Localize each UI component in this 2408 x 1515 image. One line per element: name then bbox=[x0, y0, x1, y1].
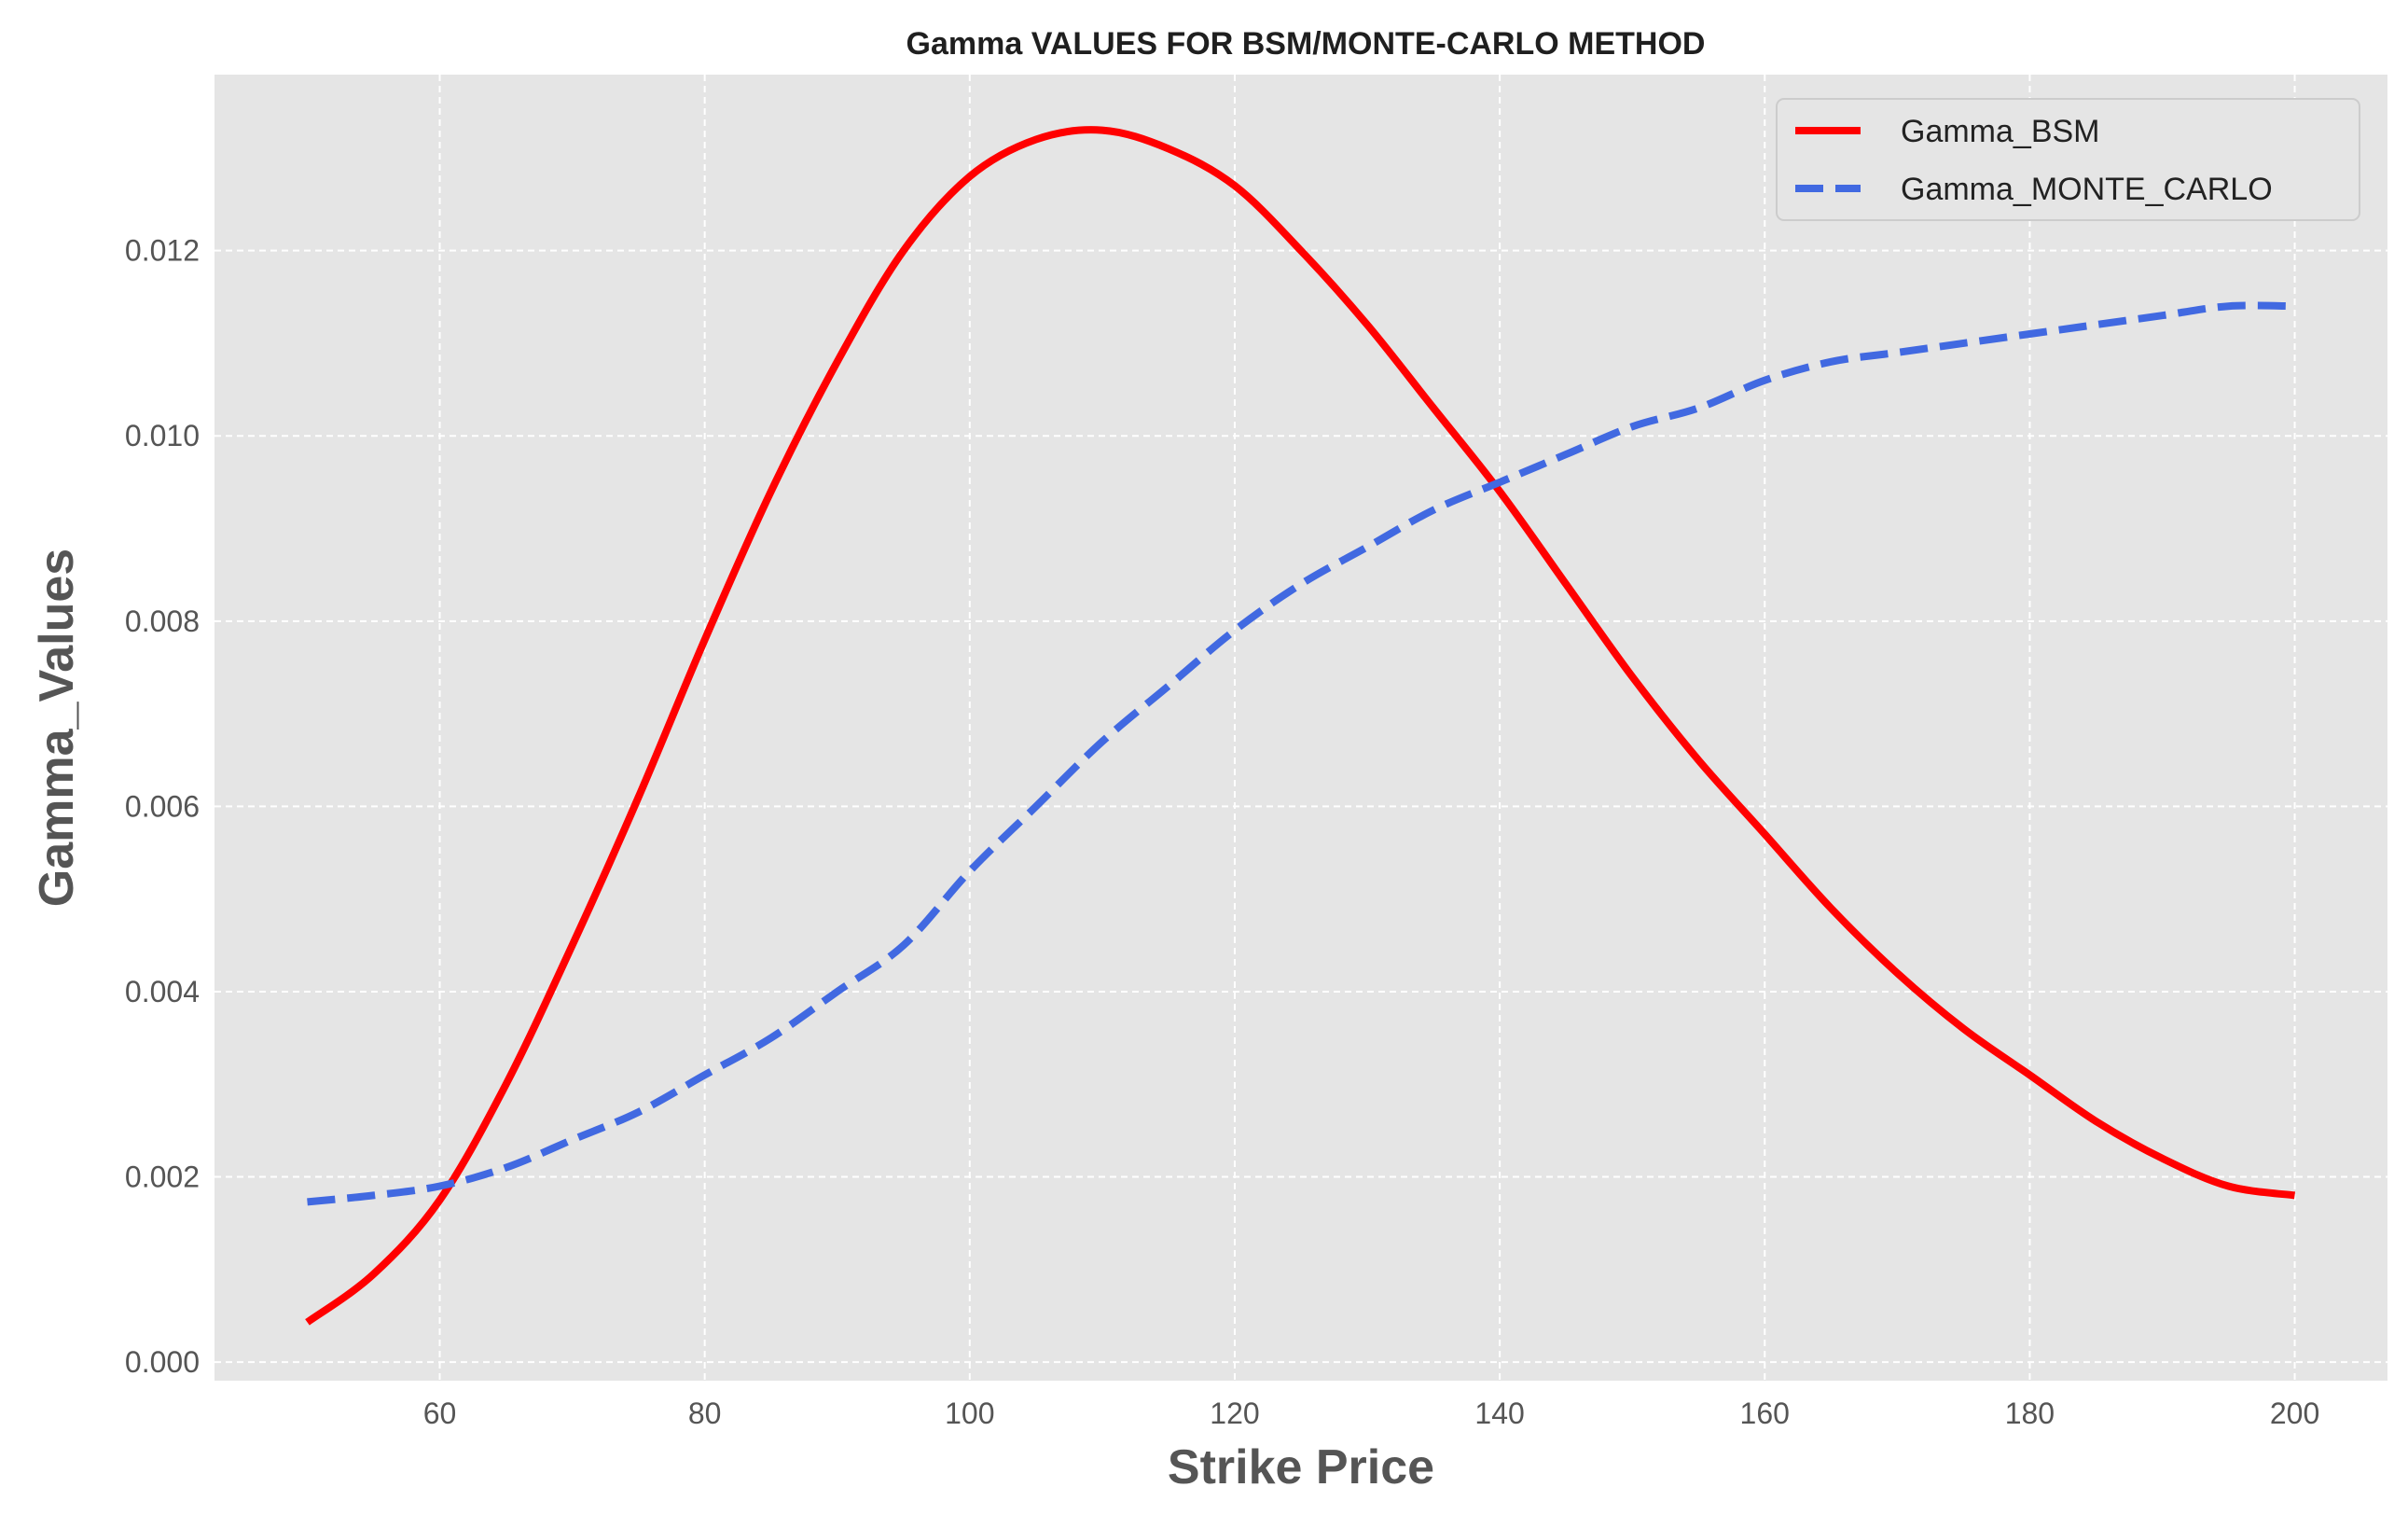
y-axis-label: Gamma_Values bbox=[30, 549, 84, 907]
legend-box bbox=[1776, 98, 2360, 221]
chart-title: Gamma VALUES FOR BSM/MONTE-CARLO METHOD bbox=[906, 26, 1706, 62]
x-tick-label: 60 bbox=[423, 1397, 457, 1430]
x-tick-label: 200 bbox=[2270, 1397, 2319, 1430]
x-axis-label: Strike Price bbox=[1168, 1440, 1434, 1494]
y-tick-label: 0.006 bbox=[125, 789, 200, 823]
y-tick-label: 0.010 bbox=[125, 419, 200, 452]
y-tick-label: 0.000 bbox=[125, 1345, 200, 1379]
x-tick-label: 160 bbox=[1740, 1397, 1790, 1430]
series-layer bbox=[305, 126, 2296, 1326]
series-line-gamma-bsm bbox=[305, 126, 2296, 1326]
x-tick-label: 180 bbox=[2005, 1397, 2055, 1430]
y-tick-label: 0.002 bbox=[125, 1161, 200, 1194]
x-tick-label: 100 bbox=[945, 1397, 994, 1430]
legend-label: Gamma_BSM bbox=[1901, 114, 2100, 149]
legend-label: Gamma_MONTE_CARLO bbox=[1901, 172, 2273, 207]
y-tick-label: 0.004 bbox=[125, 975, 200, 1008]
plot-area bbox=[215, 75, 2387, 1381]
x-tick-label: 120 bbox=[1210, 1397, 1259, 1430]
x-tick-label: 80 bbox=[688, 1397, 722, 1430]
y-tick-label: 0.008 bbox=[125, 605, 200, 638]
x-tick-label: 140 bbox=[1474, 1397, 1524, 1430]
legend: Gamma_BSM Gamma_MONTE_CARLO bbox=[1776, 98, 2360, 221]
x-axis-ticks: 60 80 100 120 140 160 180 200 bbox=[423, 1397, 2320, 1430]
y-tick-label: 0.012 bbox=[125, 234, 200, 268]
y-axis-ticks: 0.000 0.002 0.004 0.006 0.008 0.010 0.012 bbox=[125, 234, 200, 1379]
series-line-gamma-monte-carlo bbox=[307, 301, 2295, 1206]
